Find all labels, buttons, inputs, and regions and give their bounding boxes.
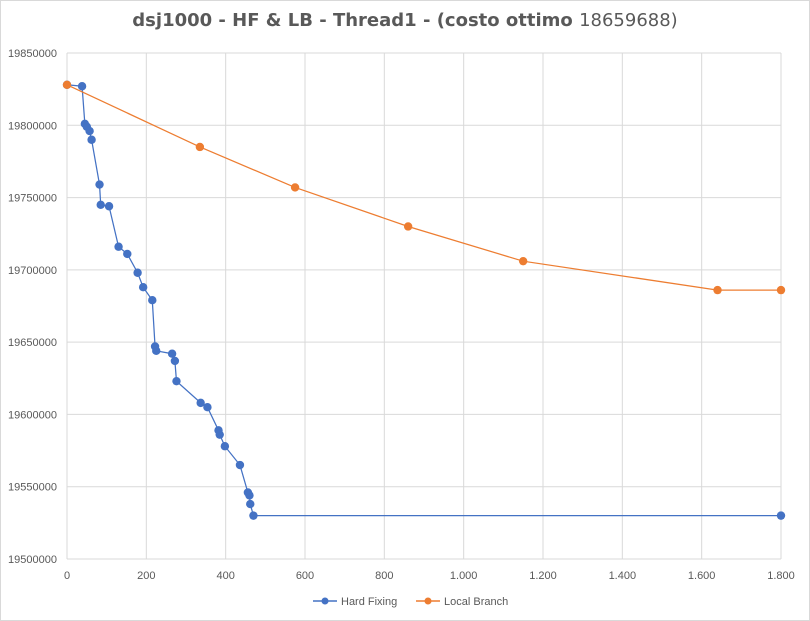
y-tick-label: 19800000 bbox=[8, 120, 57, 132]
y-tick-label: 19550000 bbox=[8, 482, 57, 494]
hard-fixing-point bbox=[245, 491, 254, 500]
hard-fixing-point bbox=[170, 356, 180, 366]
hard-fixing-point bbox=[138, 283, 148, 292]
local-branch-point bbox=[776, 285, 786, 295]
hard-fixing-point bbox=[133, 268, 142, 277]
hard-fixing-point bbox=[203, 403, 212, 412]
hard-fixing-point bbox=[104, 202, 114, 211]
hard-fixing-point bbox=[77, 82, 87, 91]
chart-legend: Hard Fixing Local Branch bbox=[313, 596, 508, 608]
x-tick-label: 400 bbox=[216, 570, 234, 582]
hard-fixing-point bbox=[196, 398, 205, 408]
local-branch-point bbox=[62, 80, 72, 90]
chart-title: dsj1000 - HF & LB - Thread1 - (costo ott… bbox=[0, 10, 810, 31]
x-tick-label: 600 bbox=[296, 570, 314, 582]
local-branch-point bbox=[403, 222, 413, 231]
chart-series bbox=[62, 80, 786, 520]
y-axis-ticks: 19500000 19550000 19600000 19650000 19700000… bbox=[8, 48, 57, 566]
legend-swatch-marker-local-branch bbox=[424, 597, 432, 605]
hard-fixing-point bbox=[123, 249, 132, 259]
x-tick-label: 1.400 bbox=[609, 570, 637, 582]
hard-fixing-point bbox=[95, 180, 104, 189]
hard-fixing-point bbox=[215, 430, 224, 439]
hard-fixing-point bbox=[96, 200, 105, 209]
hard-fixing-line bbox=[66, 84, 781, 517]
hard-fixing-point bbox=[776, 511, 786, 520]
local-branch-line bbox=[66, 84, 781, 291]
y-tick-label: 19600000 bbox=[8, 409, 57, 421]
legend-label-local-branch: Local Branch bbox=[444, 596, 508, 608]
legend-label-hard-fixing: Hard Fixing bbox=[341, 596, 397, 608]
x-tick-label: 1.600 bbox=[688, 570, 716, 582]
hard-fixing-point bbox=[249, 511, 258, 520]
hard-fixing-point bbox=[87, 135, 96, 144]
chart-title-main: dsj1000 - HF & LB - Thread1 - (costo ott… bbox=[132, 10, 573, 31]
hard-fixing-point bbox=[172, 376, 181, 386]
y-tick-label: 19700000 bbox=[8, 265, 57, 277]
local-branch-point bbox=[195, 142, 205, 152]
chart-title-suffix: 18659688) bbox=[579, 10, 678, 31]
x-tick-label: 800 bbox=[375, 570, 393, 582]
hard-fixing-point bbox=[152, 346, 161, 356]
hard-fixing-point bbox=[246, 499, 255, 509]
x-tick-label: 0 bbox=[64, 570, 70, 582]
hard-fixing-point bbox=[148, 296, 157, 305]
y-tick-label: 19850000 bbox=[8, 48, 57, 60]
local-branch-point bbox=[713, 285, 722, 295]
x-tick-label: 200 bbox=[137, 570, 155, 582]
x-tick-label: 1.000 bbox=[450, 570, 478, 582]
x-tick-label: 1.200 bbox=[529, 570, 557, 582]
x-tick-label: 1.800 bbox=[767, 570, 795, 582]
chart-grid bbox=[66, 52, 782, 560]
local-branch-point bbox=[518, 256, 528, 266]
hard-fixing-point bbox=[114, 242, 123, 251]
hard-fixing-point bbox=[220, 442, 230, 451]
hard-fixing-point bbox=[235, 460, 245, 470]
legend-swatch-marker-hard-fixing bbox=[321, 597, 329, 605]
y-tick-label: 19650000 bbox=[8, 337, 57, 349]
x-axis-ticks: 0 200 400 600 800 1.000 1.200 1.400 1.600 1.800 bbox=[64, 570, 795, 582]
hard-fixing-point bbox=[167, 349, 177, 358]
local-branch-point bbox=[290, 183, 300, 192]
y-tick-label: 19500000 bbox=[8, 554, 57, 566]
y-tick-label: 19750000 bbox=[8, 193, 57, 205]
hard-fixing-point bbox=[85, 126, 94, 136]
